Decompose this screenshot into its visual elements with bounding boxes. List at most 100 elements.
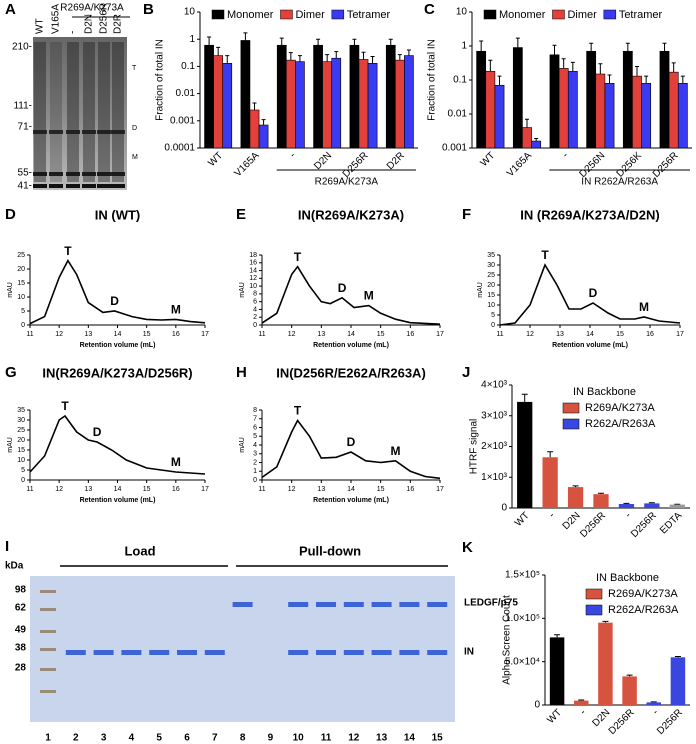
- x-tick-label: WT: [479, 150, 498, 169]
- peak-label: D: [93, 425, 102, 439]
- x-tick-label: -: [547, 510, 557, 520]
- y-tick-label: 15: [17, 280, 25, 287]
- y-tick-label: 0: [534, 700, 540, 711]
- y-tick-label: 5: [21, 308, 25, 315]
- x-tick-label: 14: [347, 486, 355, 493]
- error-bar: [671, 62, 676, 73]
- lane-smear: [50, 42, 62, 182]
- ladder-band: [40, 648, 56, 651]
- legend-swatch: [331, 9, 345, 20]
- legend-swatch: [211, 9, 225, 20]
- band-label: D: [132, 125, 137, 132]
- in-band: [177, 650, 197, 655]
- bar: [285, 59, 296, 149]
- x-tick-label: 16: [406, 486, 414, 493]
- in-band: [399, 650, 420, 655]
- bar: [659, 50, 670, 149]
- legend-label: R262A/R263A: [608, 604, 679, 616]
- error-bar: [388, 38, 393, 46]
- x-tick-label: D2N: [561, 510, 583, 532]
- error-bar: [589, 42, 594, 52]
- x-tick-label: -: [578, 707, 588, 717]
- in-band: [316, 650, 336, 655]
- band: [82, 130, 96, 134]
- y-axis-label: Fraction of total IN: [155, 39, 166, 121]
- error-bar: [650, 701, 657, 703]
- error-bar: [216, 46, 221, 56]
- trace: [261, 419, 441, 480]
- y-tick-label: 0.001: [170, 115, 195, 126]
- band-label: LEDGF/p75: [464, 598, 518, 609]
- panel-letter: H: [236, 364, 247, 381]
- marker-label: 41-: [18, 181, 32, 192]
- error-bar: [674, 655, 681, 658]
- band-label: M: [132, 154, 138, 161]
- x-tick-label: D2N: [312, 150, 334, 172]
- error-bar: [561, 58, 566, 69]
- ledgf-band: [316, 602, 336, 607]
- gel-lanes: [33, 42, 125, 188]
- legend-title: IN Backbone: [596, 572, 659, 584]
- trace: [29, 414, 206, 475]
- y-tick-label: 0: [253, 477, 257, 484]
- y-tick-label: 0: [253, 322, 257, 329]
- lane-label: D2N: [84, 14, 95, 34]
- x-tick-label: 12: [526, 331, 534, 338]
- error-bar: [521, 393, 528, 402]
- lane-label: D256R: [99, 3, 110, 34]
- marker-label: 49: [15, 625, 27, 636]
- error-bar: [297, 55, 302, 62]
- x-axis-label: Retention volume (mL): [80, 497, 156, 504]
- lane-number: 10: [293, 733, 305, 744]
- ladder-band: [40, 630, 56, 633]
- lane-smear: [98, 42, 110, 182]
- y-tick-label: 10: [456, 7, 468, 18]
- ladder-band: [40, 608, 56, 611]
- error-bar: [552, 44, 557, 55]
- in-band: [371, 650, 392, 655]
- y-tick-label: 4: [253, 442, 257, 449]
- lane-smear: [34, 42, 46, 182]
- bar: [567, 487, 584, 508]
- legend-title: IN Backbone: [573, 386, 636, 398]
- x-tick-label: D256N: [578, 150, 608, 180]
- y-tick-label: 0.0001: [164, 143, 195, 154]
- y-tick-label: 1×10³: [481, 472, 508, 483]
- y-axis-label: mAU: [7, 282, 14, 298]
- lane-smear: [67, 42, 79, 182]
- bar: [622, 50, 633, 149]
- x-tick-label: -: [561, 150, 571, 160]
- error-bar: [316, 38, 321, 46]
- error-bar: [525, 118, 529, 128]
- x-tick-label: D256K: [615, 150, 645, 180]
- bar: [295, 61, 305, 149]
- band: [111, 184, 125, 188]
- in-band: [204, 650, 225, 655]
- x-tick-label: EDTA: [658, 510, 684, 536]
- x-tick-label: 12: [55, 331, 63, 338]
- legend-swatch: [585, 604, 603, 616]
- x-tick-label: V165A: [505, 150, 534, 179]
- panel-letter: E: [236, 206, 246, 223]
- error-bar: [602, 620, 609, 623]
- peak-label: M: [364, 289, 374, 303]
- error-bar: [497, 75, 502, 86]
- band: [33, 184, 47, 188]
- bar: [595, 73, 606, 149]
- y-axis-label: mAU: [239, 437, 246, 453]
- panel-letter: C: [424, 1, 435, 18]
- lane-number: 3: [101, 733, 107, 744]
- lane-smear: [83, 42, 95, 182]
- x-tick-label: 16: [172, 331, 180, 338]
- gel-image: [33, 37, 127, 190]
- ladder-band: [40, 690, 56, 693]
- marker-label: 98: [15, 585, 27, 596]
- error-bar: [225, 55, 230, 64]
- y-tick-label: 0.001: [442, 143, 467, 154]
- y-tick-label: 4: [253, 306, 257, 313]
- y-tick-label: 6: [253, 424, 257, 431]
- y-tick-label: 0: [21, 322, 25, 329]
- x-tick-label: -: [623, 510, 633, 520]
- lane-number: 5: [156, 733, 162, 744]
- x-tick-label: 11: [26, 331, 33, 338]
